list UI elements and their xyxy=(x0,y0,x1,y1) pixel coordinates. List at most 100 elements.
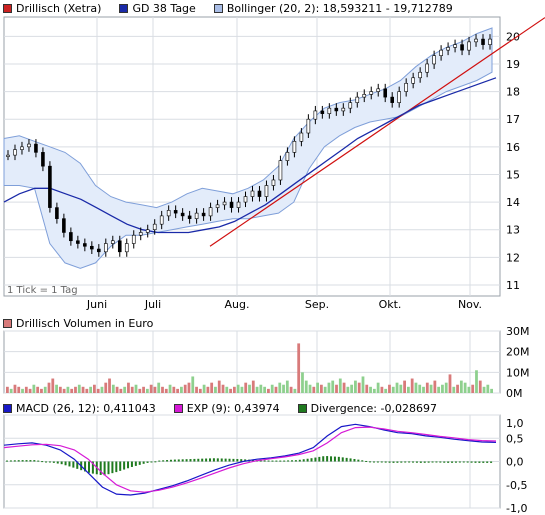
legend-swatch xyxy=(119,3,129,13)
volume-bar xyxy=(463,382,467,393)
price-candle xyxy=(453,44,457,48)
price-candle xyxy=(404,82,408,92)
volume-bar xyxy=(138,388,142,393)
divergence-bar xyxy=(431,461,434,463)
x-tick-label: Juli xyxy=(144,298,161,311)
divergence-bar xyxy=(482,461,485,463)
price-candle xyxy=(383,88,388,98)
volume-bar xyxy=(104,382,108,393)
price-candle xyxy=(201,212,206,217)
y-tick-label: 16 xyxy=(506,141,520,154)
divergence-bar xyxy=(142,461,145,464)
price-candle xyxy=(97,248,101,253)
price-candle xyxy=(334,107,339,112)
divergence-bar xyxy=(13,460,16,462)
price-candle xyxy=(76,240,80,244)
y-tick-label: 0,0 xyxy=(506,456,524,469)
volume-bar xyxy=(51,378,55,393)
legend-swatch xyxy=(3,318,12,328)
divergence-bar xyxy=(52,461,55,463)
divergence-bar xyxy=(251,459,254,462)
y-tick-label: -0,5 xyxy=(506,479,527,492)
divergence-bar xyxy=(150,461,153,463)
price-candle xyxy=(62,218,66,233)
divergence-bar xyxy=(466,461,469,463)
volume-bar xyxy=(40,388,43,393)
volume-bar xyxy=(263,386,267,393)
price-candle xyxy=(187,215,192,219)
y-tick-label: 20 xyxy=(506,30,520,43)
volume-bar xyxy=(187,382,191,393)
divergence-bar xyxy=(490,461,493,463)
volume-bar xyxy=(422,386,425,393)
volume-bar xyxy=(24,386,28,393)
y-tick-label: 19 xyxy=(506,58,520,71)
divergence-bar xyxy=(68,461,71,467)
volume-bar xyxy=(267,388,270,393)
divergence-bar xyxy=(400,461,403,463)
volume-bar xyxy=(70,388,74,393)
volume-bar xyxy=(304,380,308,393)
divergence-bar xyxy=(443,461,446,463)
volume-bar xyxy=(350,384,354,393)
volume-bar xyxy=(96,388,100,393)
price-candle xyxy=(103,243,108,253)
volume-bar xyxy=(32,384,36,393)
divergence-bar xyxy=(462,461,465,463)
y-tick-label: 10M xyxy=(506,366,530,379)
divergence-bar xyxy=(127,461,130,469)
price-candle xyxy=(48,165,52,208)
divergence-bar xyxy=(388,461,391,463)
divergence-bar xyxy=(470,461,473,463)
volume-bar xyxy=(123,386,127,393)
divergence-bar xyxy=(115,461,118,473)
volume-bar xyxy=(297,343,301,393)
volume-bar xyxy=(145,388,149,393)
price-candle xyxy=(229,201,234,208)
divergence-bar xyxy=(357,459,360,462)
legend-item-divergence: Divergence: -0,028697 xyxy=(297,402,437,415)
divergence-bar xyxy=(298,459,301,462)
volume-bar xyxy=(251,380,255,393)
divergence-bar xyxy=(224,458,227,462)
divergence-bar xyxy=(17,460,20,462)
volume-bar xyxy=(467,386,471,393)
volume-bar xyxy=(331,380,335,393)
price-candle xyxy=(341,107,346,112)
y-tick-label: 0,5 xyxy=(506,432,524,445)
volume-bar xyxy=(433,380,437,393)
divergence-bar xyxy=(177,459,180,462)
volume-bar xyxy=(361,376,365,393)
volume-bar xyxy=(168,384,172,393)
volume-bar xyxy=(478,380,482,393)
divergence-bar xyxy=(76,461,79,469)
volume-bar xyxy=(338,378,342,393)
divergence-bar xyxy=(60,461,63,465)
volume-bar xyxy=(437,386,441,393)
volume-bar xyxy=(172,386,176,393)
volume-bar xyxy=(327,382,331,393)
divergence-bar xyxy=(216,458,219,462)
divergence-bar xyxy=(345,457,348,462)
divergence-bar xyxy=(212,458,215,462)
volume-panel: 0M 10M 20M 30M xyxy=(3,325,530,400)
volume-bar xyxy=(448,374,452,393)
divergence-bar xyxy=(209,458,212,462)
divergence-bar xyxy=(412,461,415,463)
price-candle xyxy=(439,49,443,56)
volume-bar xyxy=(425,382,429,393)
divergence-bar xyxy=(162,460,165,462)
divergence-bar xyxy=(423,461,426,463)
legend-swatch xyxy=(213,3,223,13)
price-candle xyxy=(243,196,248,203)
divergence-bar xyxy=(294,460,297,462)
volume-bar xyxy=(490,388,493,393)
divergence-bar xyxy=(454,461,457,463)
volume-bar xyxy=(93,384,96,393)
divergence-bar xyxy=(341,457,344,462)
price-candle xyxy=(432,55,436,65)
volume-bar xyxy=(229,388,232,393)
divergence-bar xyxy=(330,456,333,462)
volume-bar xyxy=(459,380,463,393)
divergence-bar xyxy=(376,461,379,463)
